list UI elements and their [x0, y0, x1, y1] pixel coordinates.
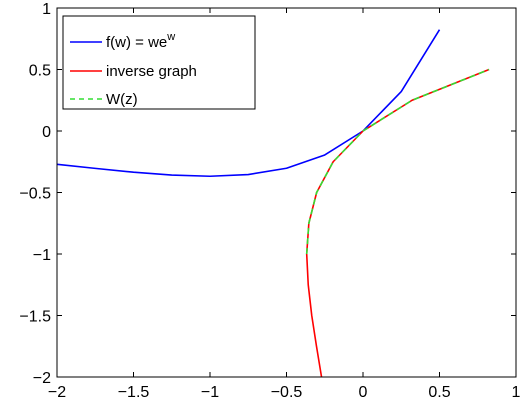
x-tick-label: −2	[48, 384, 66, 401]
x-tick-label: −0.5	[271, 384, 303, 401]
y-tick-label: −1	[33, 247, 51, 264]
plot-content	[56, 29, 490, 378]
y-tick-label: 0	[42, 124, 51, 141]
legend-box	[62, 15, 256, 110]
series-line-3	[305, 68, 490, 255]
legend-label-series-1-superscript: w	[166, 31, 175, 43]
legend-label-series-2: inverse graph	[106, 63, 197, 80]
y-tick-label: 1	[42, 1, 51, 18]
legend-label-series-3: W(z)	[106, 91, 138, 108]
y-tick-label: −1.5	[19, 309, 51, 326]
legend: f(w) = wew inverse graph W(z)	[62, 15, 256, 110]
x-tick-label: 1	[512, 384, 521, 401]
x-tick-label: 0.5	[428, 384, 450, 401]
series-line-1	[56, 29, 441, 178]
legend-label-series-1-main: f(w) = we	[106, 34, 167, 51]
x-tick-label: −1	[201, 384, 219, 401]
y-tick-label: −2	[33, 370, 51, 387]
y-tick-label: −0.5	[19, 186, 51, 203]
x-tick-label: 0	[359, 384, 368, 401]
legend-label-series-1: f(w) = wew	[106, 31, 175, 51]
axis-ticks: −2 −1.5 −1 −0.5 0 0.5 1 −2 −1.5 −1 −0.5 0 0.5 1	[19, 1, 520, 401]
y-tick-label: 0.5	[29, 63, 51, 80]
x-tick-label: −1.5	[118, 384, 150, 401]
